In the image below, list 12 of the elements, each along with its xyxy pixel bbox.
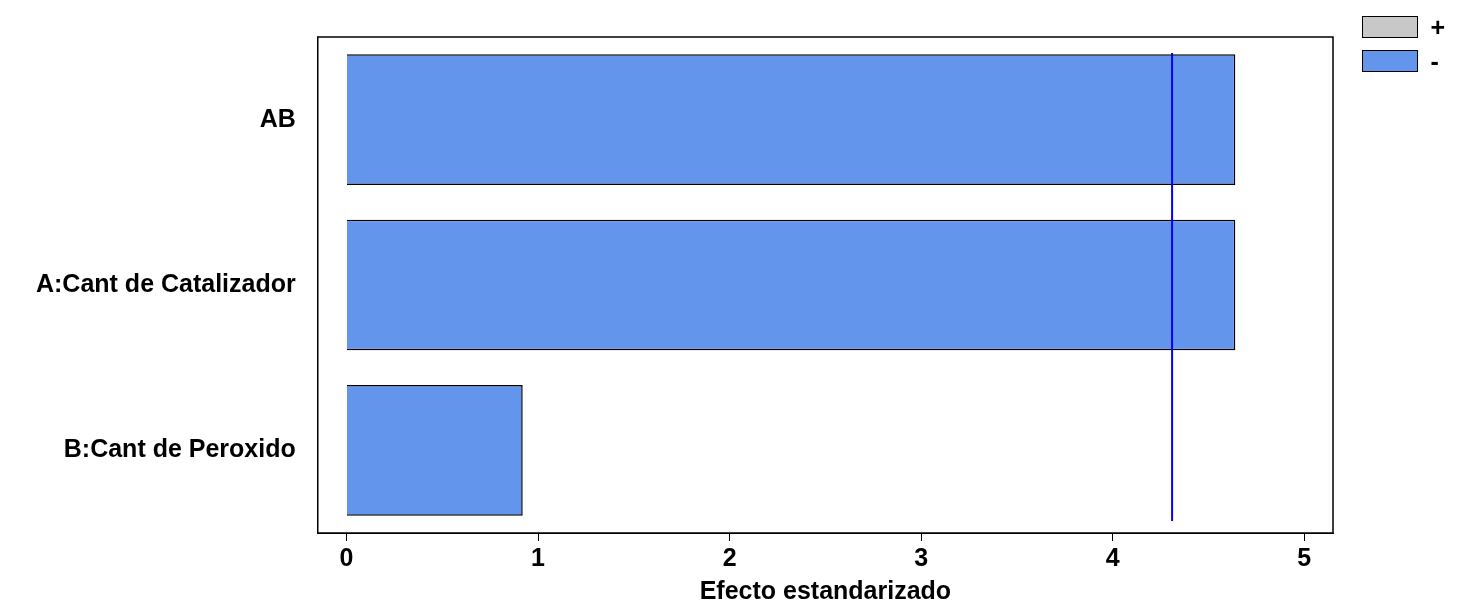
x-tick-label: 4 [1105,542,1120,571]
y-tick-label: AB [259,103,296,132]
y-tick-label: B:Cant de Peroxido [63,434,296,463]
x-tick-label: 5 [1297,542,1312,571]
x-axis-title: Efecto estandarizado [699,575,952,604]
text: - [1430,46,1439,76]
y-tick-label: A:Cant de Catalizador [35,268,297,297]
x-tick-label: 1 [531,542,546,571]
x-tick-label: 0 [339,542,354,571]
x-tick-label: 2 [722,542,737,571]
legend-label: + [1430,12,1445,42]
x-tick-label: 3 [914,542,929,571]
